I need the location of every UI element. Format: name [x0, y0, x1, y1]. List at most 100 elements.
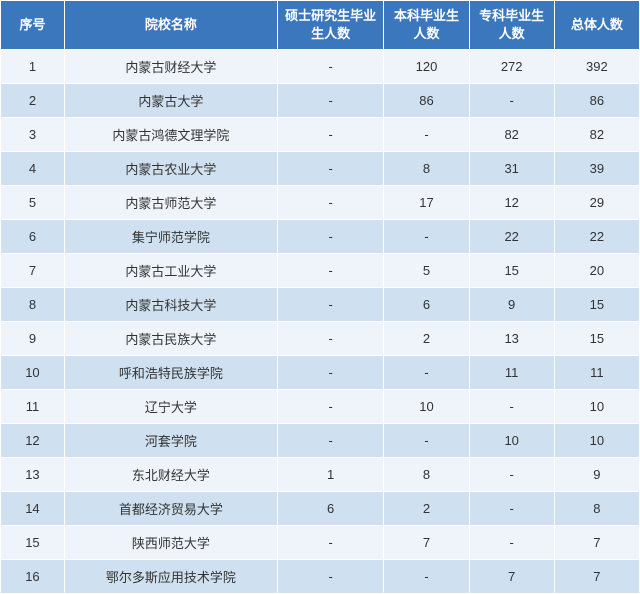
cell-idx: 6: [1, 220, 65, 254]
table-row: 2内蒙古大学-86-86: [1, 84, 640, 118]
cell-idx: 7: [1, 254, 65, 288]
cell-name: 陕西师范大学: [64, 526, 277, 560]
cell-master: -: [277, 186, 384, 220]
cell-name: 集宁师范学院: [64, 220, 277, 254]
cell-master: -: [277, 424, 384, 458]
cell-junior: 272: [469, 50, 554, 84]
cell-idx: 10: [1, 356, 65, 390]
cell-name: 鄂尔多斯应用技术学院: [64, 560, 277, 594]
cell-bachelor: -: [384, 356, 469, 390]
cell-idx: 12: [1, 424, 65, 458]
col-total: 总体人数: [554, 1, 639, 50]
cell-name: 河套学院: [64, 424, 277, 458]
cell-bachelor: 8: [384, 152, 469, 186]
cell-bachelor: 120: [384, 50, 469, 84]
cell-total: 29: [554, 186, 639, 220]
table-row: 12河套学院--1010: [1, 424, 640, 458]
cell-bachelor: 86: [384, 84, 469, 118]
cell-total: 20: [554, 254, 639, 288]
col-name: 院校名称: [64, 1, 277, 50]
cell-total: 9: [554, 458, 639, 492]
table-body: 1内蒙古财经大学-1202723922内蒙古大学-86-863内蒙古鸿德文理学院…: [1, 50, 640, 594]
cell-master: -: [277, 356, 384, 390]
table-row: 5内蒙古师范大学-171229: [1, 186, 640, 220]
cell-name: 内蒙古财经大学: [64, 50, 277, 84]
cell-bachelor: -: [384, 560, 469, 594]
cell-total: 7: [554, 560, 639, 594]
cell-total: 82: [554, 118, 639, 152]
cell-bachelor: 8: [384, 458, 469, 492]
cell-junior: 82: [469, 118, 554, 152]
cell-total: 7: [554, 526, 639, 560]
cell-master: -: [277, 220, 384, 254]
cell-junior: 11: [469, 356, 554, 390]
col-bachelor: 本科毕业生人数: [384, 1, 469, 50]
table-row: 10呼和浩特民族学院--1111: [1, 356, 640, 390]
cell-bachelor: 2: [384, 492, 469, 526]
table-row: 1内蒙古财经大学-120272392: [1, 50, 640, 84]
cell-total: 11: [554, 356, 639, 390]
col-idx: 序号: [1, 1, 65, 50]
cell-idx: 14: [1, 492, 65, 526]
table-row: 7内蒙古工业大学-51520: [1, 254, 640, 288]
cell-total: 392: [554, 50, 639, 84]
cell-total: 15: [554, 322, 639, 356]
cell-bachelor: 7: [384, 526, 469, 560]
cell-master: -: [277, 288, 384, 322]
col-master: 硕士研究生毕业生人数: [277, 1, 384, 50]
cell-idx: 11: [1, 390, 65, 424]
cell-bachelor: 17: [384, 186, 469, 220]
cell-master: 1: [277, 458, 384, 492]
cell-total: 8: [554, 492, 639, 526]
cell-idx: 15: [1, 526, 65, 560]
table-header: 序号 院校名称 硕士研究生毕业生人数 本科毕业生人数 专科毕业生人数 总体人数: [1, 1, 640, 50]
cell-name: 内蒙古科技大学: [64, 288, 277, 322]
cell-master: -: [277, 390, 384, 424]
cell-total: 39: [554, 152, 639, 186]
cell-junior: 31: [469, 152, 554, 186]
cell-total: 10: [554, 424, 639, 458]
cell-idx: 1: [1, 50, 65, 84]
cell-bachelor: -: [384, 220, 469, 254]
cell-name: 呼和浩特民族学院: [64, 356, 277, 390]
cell-master: -: [277, 560, 384, 594]
cell-master: -: [277, 84, 384, 118]
cell-bachelor: 6: [384, 288, 469, 322]
cell-bachelor: -: [384, 424, 469, 458]
cell-name: 内蒙古工业大学: [64, 254, 277, 288]
table-row: 9内蒙古民族大学-21315: [1, 322, 640, 356]
cell-idx: 3: [1, 118, 65, 152]
cell-bachelor: -: [384, 118, 469, 152]
cell-idx: 4: [1, 152, 65, 186]
cell-junior: -: [469, 84, 554, 118]
cell-idx: 2: [1, 84, 65, 118]
cell-total: 15: [554, 288, 639, 322]
cell-junior: 13: [469, 322, 554, 356]
cell-idx: 13: [1, 458, 65, 492]
cell-total: 86: [554, 84, 639, 118]
table-row: 6集宁师范学院--2222: [1, 220, 640, 254]
col-junior: 专科毕业生人数: [469, 1, 554, 50]
cell-junior: 9: [469, 288, 554, 322]
cell-total: 10: [554, 390, 639, 424]
cell-junior: -: [469, 390, 554, 424]
cell-total: 22: [554, 220, 639, 254]
cell-junior: 15: [469, 254, 554, 288]
cell-junior: -: [469, 458, 554, 492]
cell-name: 内蒙古大学: [64, 84, 277, 118]
table-row: 3内蒙古鸿德文理学院--8282: [1, 118, 640, 152]
cell-name: 内蒙古鸿德文理学院: [64, 118, 277, 152]
cell-idx: 5: [1, 186, 65, 220]
cell-name: 辽宁大学: [64, 390, 277, 424]
table-row: 15陕西师范大学-7-7: [1, 526, 640, 560]
cell-master: -: [277, 322, 384, 356]
table-row: 13东北财经大学18-9: [1, 458, 640, 492]
cell-name: 内蒙古师范大学: [64, 186, 277, 220]
cell-idx: 9: [1, 322, 65, 356]
table-row: 8内蒙古科技大学-6915: [1, 288, 640, 322]
table-row: 16鄂尔多斯应用技术学院--77: [1, 560, 640, 594]
table-row: 11辽宁大学-10-10: [1, 390, 640, 424]
cell-idx: 16: [1, 560, 65, 594]
table-row: 14首都经济贸易大学62-8: [1, 492, 640, 526]
cell-junior: 10: [469, 424, 554, 458]
